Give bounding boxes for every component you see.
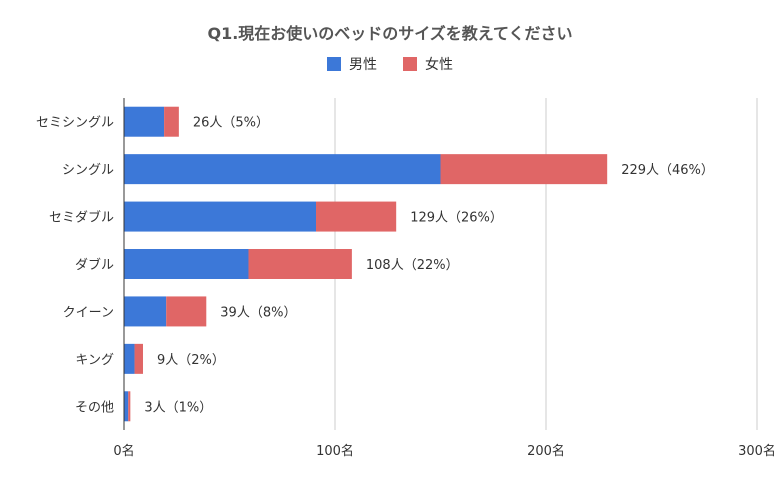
category-label: ダブル — [75, 257, 114, 273]
legend-label-male: 男性 — [349, 57, 377, 73]
legend-item-female: 女性 — [403, 54, 453, 74]
data-label: 229人（46%） — [621, 163, 714, 178]
category-label: セミシングル — [36, 116, 114, 131]
data-label: 9人（2%） — [157, 353, 225, 368]
bar-female — [166, 296, 207, 327]
chart-legend: 男性 女性 — [0, 54, 780, 74]
x-tick-label: 200名 — [527, 443, 565, 459]
bar-female — [164, 106, 179, 137]
legend-label-female: 女性 — [425, 57, 453, 73]
category-label: その他 — [75, 400, 114, 415]
x-tick-label: 300名 — [738, 443, 776, 459]
bar-female — [128, 391, 131, 422]
data-label: 108人（22%） — [366, 258, 459, 273]
category-label: シングル — [62, 163, 114, 178]
bar-male — [124, 154, 441, 185]
category-label: クイーン — [63, 305, 114, 320]
bar-male — [124, 391, 129, 422]
x-tick-label: 0名 — [113, 443, 134, 459]
x-tick-label: 100名 — [316, 443, 354, 459]
data-label: 39人（8%） — [220, 305, 296, 320]
bar-male — [124, 296, 167, 327]
bar-female — [316, 201, 397, 232]
legend-swatch-male — [327, 57, 341, 71]
data-label: 26人（5%） — [193, 116, 269, 131]
data-label: 3人（1%） — [144, 400, 212, 415]
category-label: キング — [75, 353, 114, 368]
bar-male — [124, 343, 135, 374]
bar-male — [124, 201, 317, 232]
category-label: セミダブル — [49, 210, 114, 226]
bar-female — [134, 343, 143, 374]
bar-male — [124, 249, 249, 279]
bar-female — [248, 249, 352, 279]
bar-male — [124, 106, 165, 137]
data-label: 129人（26%） — [410, 211, 503, 226]
legend-item-male: 男性 — [327, 54, 377, 74]
chart-title: Q1.現在お使いのベッドのサイズを教えてください — [207, 24, 573, 43]
legend-swatch-female — [403, 57, 417, 71]
bar-female — [440, 154, 608, 185]
